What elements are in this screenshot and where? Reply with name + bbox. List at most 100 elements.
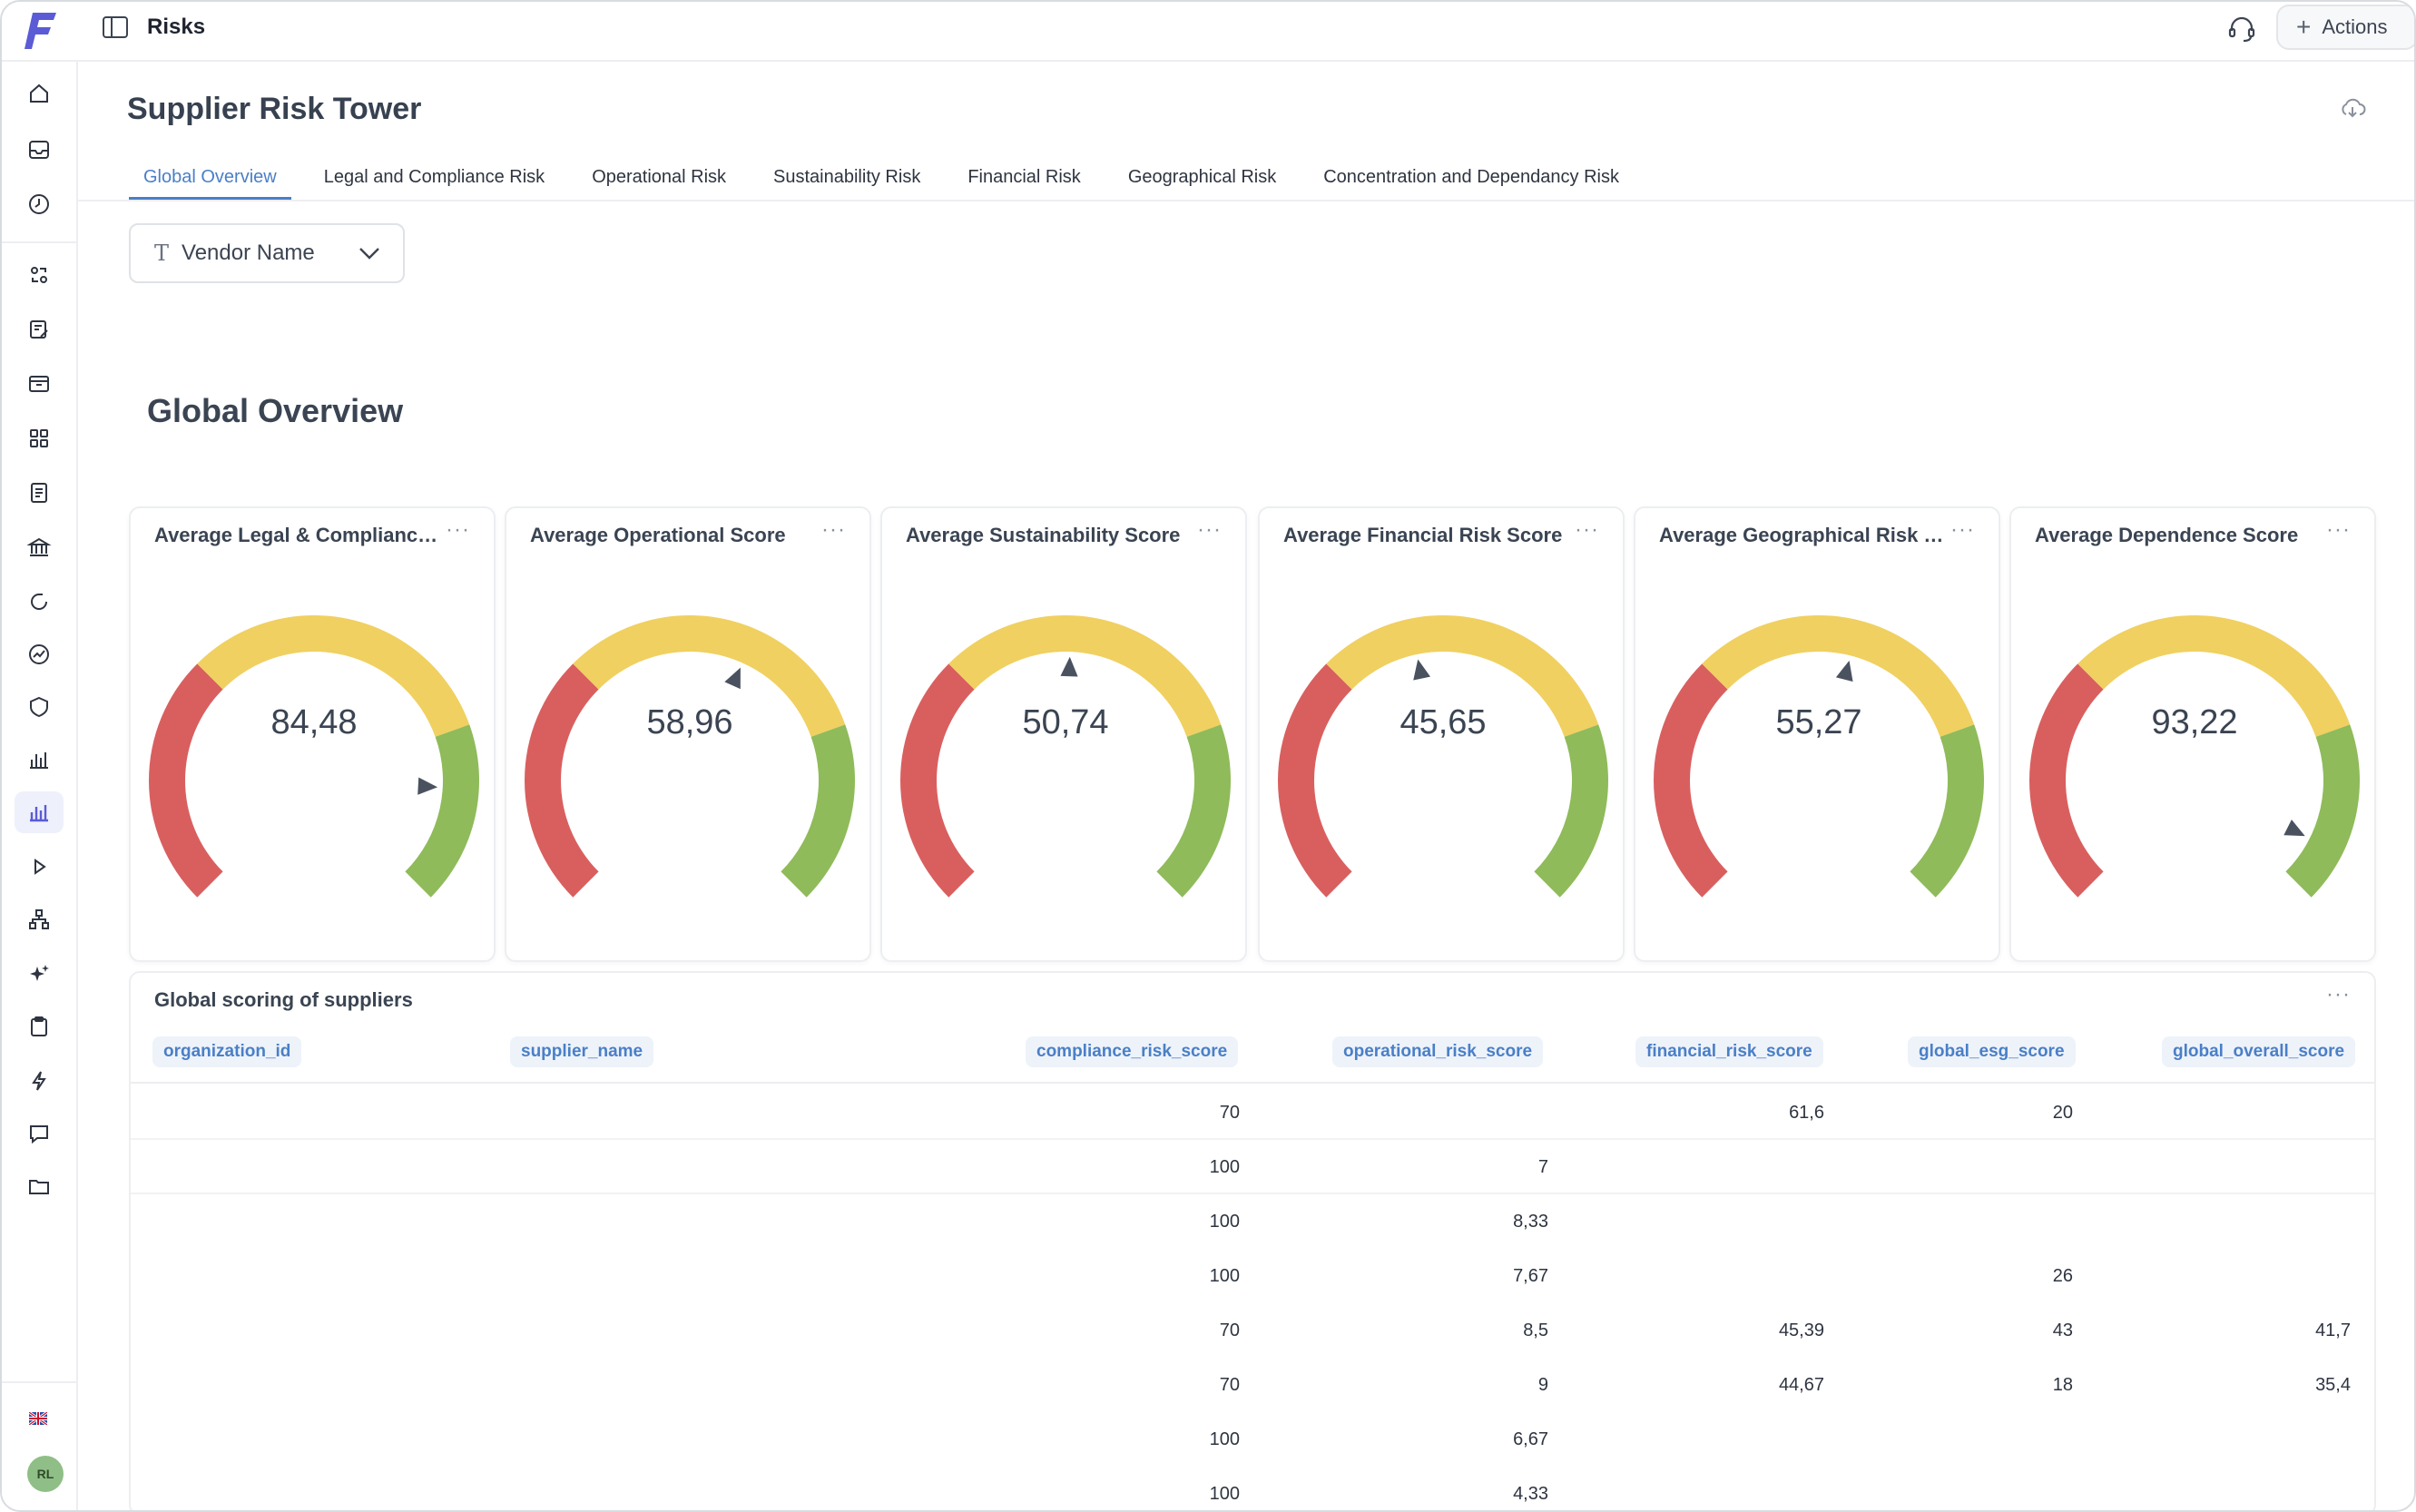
gauge-card: Average Financial Risk Score ··· 45,65 (1258, 506, 1625, 962)
table-menu-icon[interactable]: ··· (2326, 982, 2351, 1006)
sidebar-item-analytics[interactable] (15, 791, 64, 833)
table-row[interactable]: 100 7 (131, 1140, 2374, 1194)
card-menu-icon[interactable]: ··· (1950, 517, 1975, 542)
sidebar-item-trends[interactable] (15, 633, 64, 675)
column-header-organization-id[interactable]: organization_id (152, 1036, 302, 1067)
gauge-needle (415, 773, 443, 799)
sidebar-item-home[interactable] (15, 73, 64, 114)
card-menu-icon[interactable]: ··· (2326, 517, 2351, 542)
gauge-chart (1654, 615, 1984, 898)
vendor-name-filter[interactable]: T Vendor Name (129, 223, 405, 283)
sidebar-item-workflows[interactable] (15, 1060, 64, 1102)
sidebar-item-messages[interactable] (15, 1113, 64, 1154)
table-row[interactable]: 70 9 44,67 18 35,4 (131, 1358, 2374, 1412)
gauge-card: Average Legal & Compliance... ··· 84,48 (129, 506, 496, 962)
filter-label: Vendor Name (182, 241, 315, 265)
tab-operational[interactable]: Operational Risk (592, 167, 727, 187)
gauge-band-mid (1702, 615, 1975, 737)
user-avatar[interactable]: RL (27, 1456, 64, 1492)
refresh-icon (31, 594, 47, 610)
column-header-operational-risk-score[interactable]: operational_risk_score (1332, 1036, 1544, 1067)
gauge-band-mid (1326, 615, 1599, 737)
gauge-band-high (1534, 724, 1608, 898)
card-menu-icon[interactable]: ··· (821, 517, 846, 542)
gauge-title: Average Financial Risk Score (1283, 524, 1563, 546)
supplier-scoring-table: Global scoring of suppliers ··· organiza… (129, 971, 2376, 1510)
gauge-band-high (2285, 724, 2360, 898)
card-menu-icon[interactable]: ··· (446, 517, 470, 542)
table-cell-financial-risk-score (1643, 1194, 1824, 1249)
sidebar-item-hierarchy[interactable] (15, 898, 64, 940)
table-cell-global-esg-score: 43 (2052, 1321, 2073, 1340)
sidebar-item-inbox[interactable] (15, 129, 64, 171)
sidebar-item-clipboard[interactable] (15, 1006, 64, 1047)
gauge-band-low (149, 663, 223, 898)
gauge-card: Average Geographical Risk S... ··· 55,27 (1634, 506, 2000, 962)
bar-chart-icon (30, 752, 48, 769)
table-cell-global-overall-score (2169, 1467, 2351, 1510)
sidebar-item-automations[interactable] (15, 846, 64, 888)
sidebar-item-security[interactable] (15, 686, 64, 728)
sidebar-item-ai[interactable] (15, 953, 64, 995)
table-row[interactable]: 100 4,33 (131, 1467, 2374, 1510)
trend-icon (29, 644, 49, 664)
language-flag-icon[interactable] (29, 1412, 47, 1425)
gauge-value: 55,27 (1775, 703, 1862, 741)
table-row[interactable]: 100 7,67 26 (131, 1249, 2374, 1303)
table-cell-financial-risk-score (1643, 1412, 1824, 1467)
tab-legal-compliance[interactable]: Legal and Compliance Risk (323, 167, 545, 187)
table-title: Global scoring of suppliers (154, 988, 413, 1011)
gauge-card: Average Operational Score ··· 58,96 (505, 506, 871, 962)
sidebar-item-refresh[interactable] (15, 581, 64, 623)
table-cell-global-esg-score: 26 (2052, 1266, 2073, 1286)
gauge-band-high (1156, 724, 1231, 898)
gauge-card: Average Dependence Score ··· 93,22 (2009, 506, 2376, 962)
column-header-compliance-risk-score[interactable]: compliance_risk_score (1026, 1036, 1239, 1067)
tab-financial[interactable]: Financial Risk (967, 167, 1081, 187)
sidebar-item-files[interactable] (15, 1165, 64, 1207)
sidebar-item-bank[interactable] (15, 526, 64, 568)
sidebar-item-archive[interactable] (15, 363, 64, 405)
sidebar-item-exchange[interactable] (15, 254, 64, 296)
card-menu-icon[interactable]: ··· (1575, 517, 1599, 542)
sidebar-divider (2, 1381, 78, 1383)
message-icon (30, 1125, 48, 1144)
table-cell-operational-risk-score: 7 (1537, 1157, 1548, 1177)
column-header-supplier-name[interactable]: supplier_name (510, 1036, 654, 1067)
app-logo-icon[interactable] (24, 9, 60, 53)
table-cell-global-overall-score: 41,7 (2315, 1321, 2351, 1340)
tab-concentration[interactable]: Concentration and Dependancy Risk (1323, 167, 1619, 187)
tab-global-overview[interactable]: Global Overview (129, 158, 291, 200)
cloud-download-icon[interactable] (2338, 96, 2367, 122)
sidebar-item-history[interactable] (15, 183, 64, 225)
sidebar-item-apps[interactable] (15, 417, 64, 459)
gauge-title: Average Legal & Compliance... (154, 524, 445, 546)
gauge-band-low (1278, 663, 1352, 898)
gauge-chart (900, 615, 1231, 898)
gauge-needle (2280, 815, 2310, 839)
sidebar-item-tasks[interactable] (15, 309, 64, 350)
table-row[interactable]: 70 8,5 45,39 43 41,7 (131, 1303, 2374, 1358)
tabs-divider (78, 200, 2414, 201)
sidebar-toggle-icon[interactable] (102, 15, 129, 39)
column-header-global-esg-score[interactable]: global_esg_score (1908, 1036, 2076, 1067)
analytics-icon (30, 805, 48, 822)
sidebar-item-documents[interactable] (15, 472, 64, 514)
card-menu-icon[interactable]: ··· (1197, 517, 1222, 542)
tab-geographical[interactable]: Geographical Risk (1127, 167, 1277, 187)
table-cell-financial-risk-score: 61,6 (1789, 1103, 1824, 1123)
column-header-global-overall-score[interactable]: global_overall_score (2162, 1036, 2356, 1067)
table-cell-global-overall-score (2169, 1194, 2351, 1249)
tab-sustainability[interactable]: Sustainability Risk (773, 167, 921, 187)
table-row[interactable]: 70 61,6 20 (131, 1085, 2374, 1140)
sidebar-item-reports[interactable] (15, 739, 64, 781)
column-header-financial-risk-score[interactable]: financial_risk_score (1635, 1036, 1823, 1067)
table-cell-operational-risk-score: 6,67 (1513, 1429, 1548, 1449)
headset-icon[interactable] (2225, 13, 2258, 45)
table-row[interactable]: 100 8,33 (131, 1194, 2374, 1249)
table-cell-compliance-risk-score: 100 (1209, 1266, 1240, 1286)
table-row[interactable]: 100 6,67 (131, 1412, 2374, 1467)
actions-button[interactable]: + Actions (2276, 5, 2414, 50)
gauge-needle (1832, 655, 1856, 685)
